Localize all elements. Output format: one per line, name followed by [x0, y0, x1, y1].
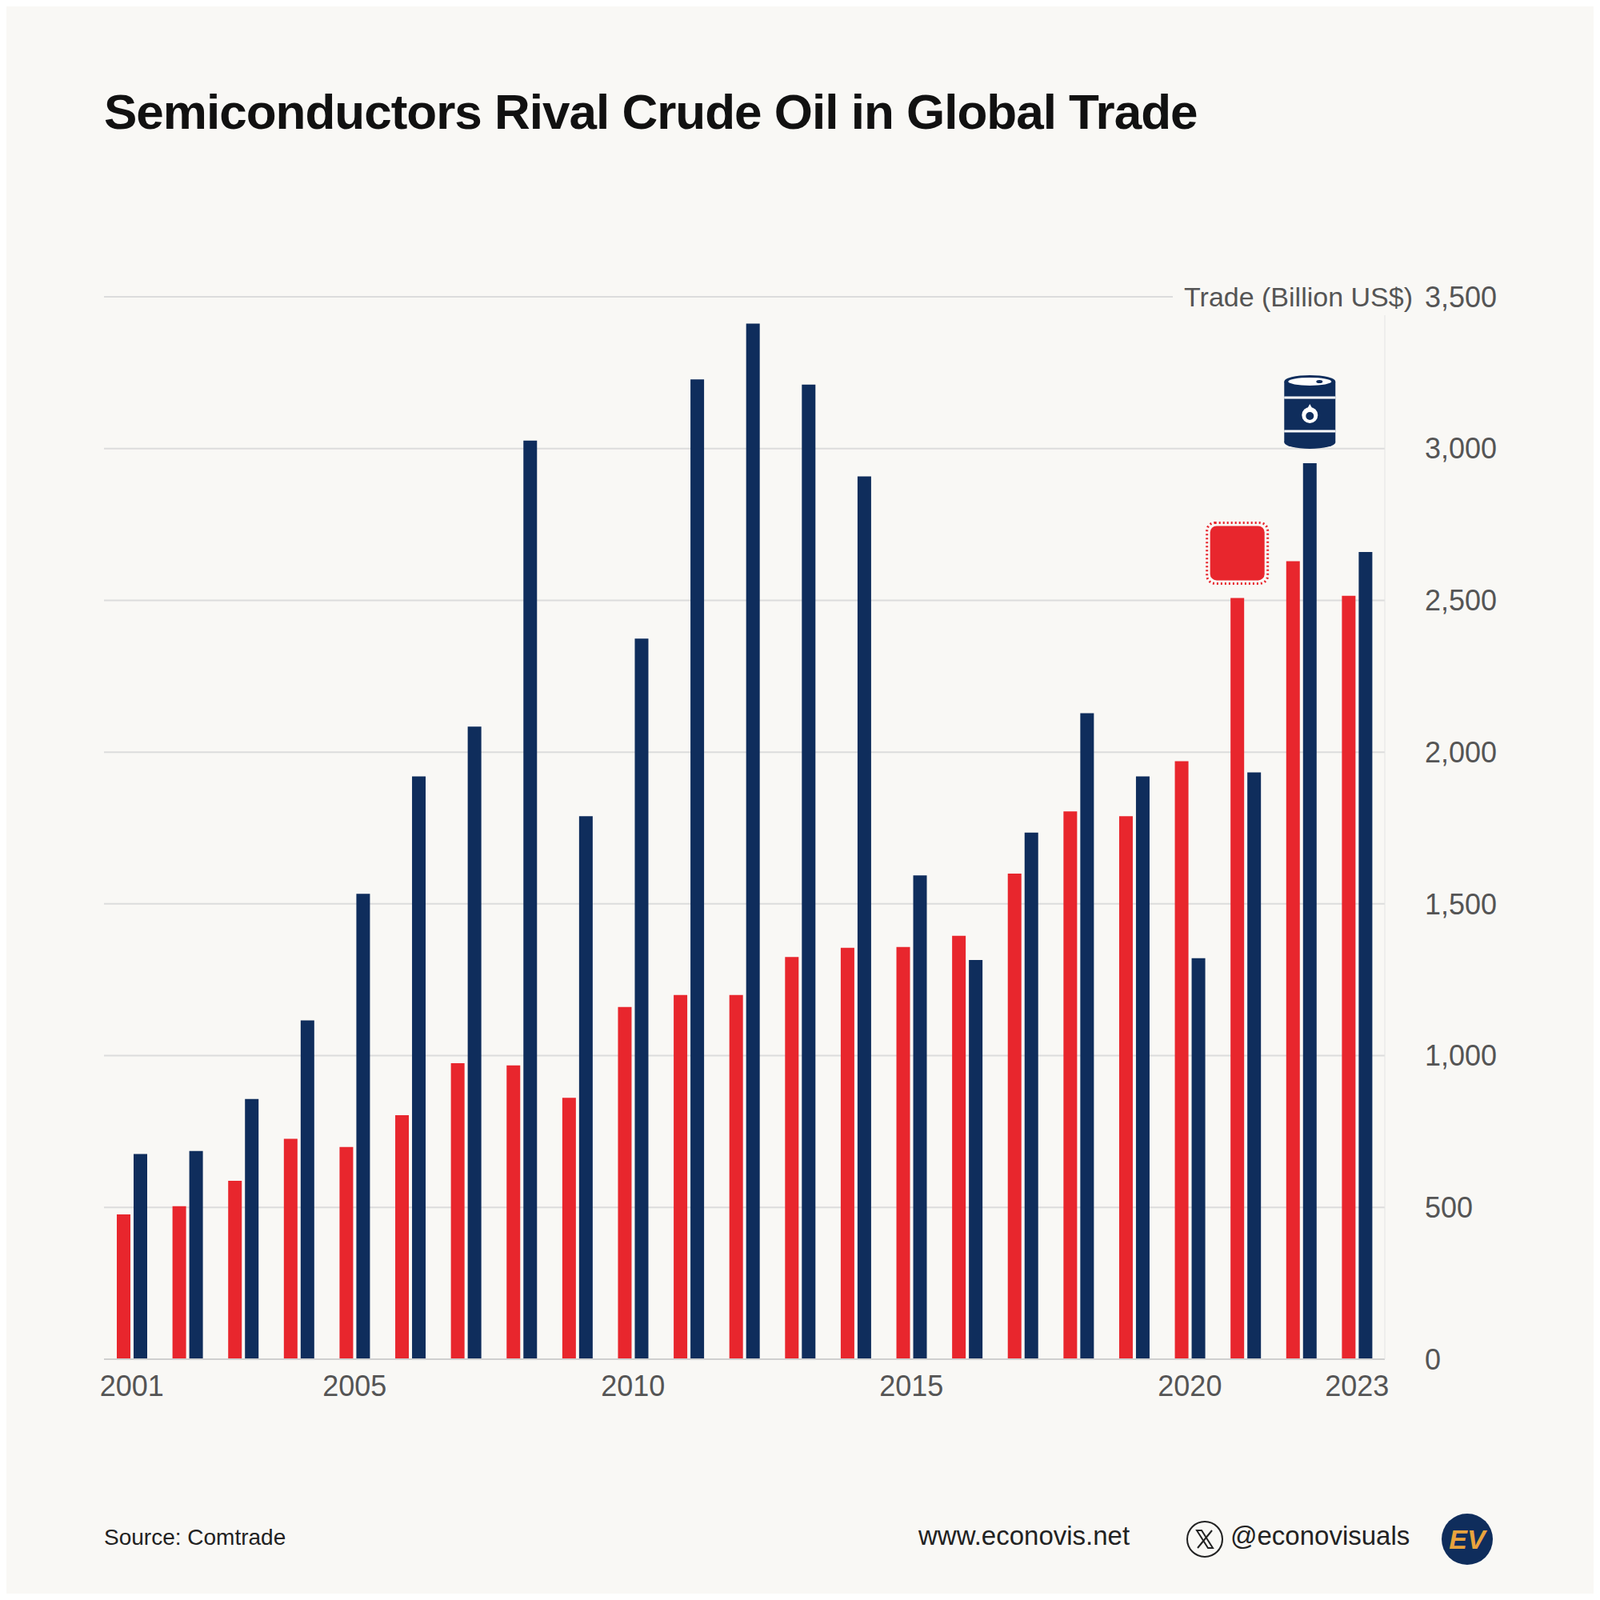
svg-text:2001: 2001 [100, 1369, 164, 1403]
svg-text:0: 0 [1424, 1343, 1441, 1376]
svg-text:1,500: 1,500 [1424, 888, 1497, 921]
svg-text:2,000: 2,000 [1424, 736, 1497, 769]
svg-text:3,500: 3,500 [1424, 280, 1497, 314]
svg-text:2005: 2005 [322, 1369, 387, 1403]
html-text:www.econovis.net: www.econovis.net [918, 1520, 1130, 1551]
html-text:@econovisuals: @econovisuals [1230, 1520, 1410, 1551]
svg-text:2,500: 2,500 [1424, 584, 1497, 617]
html-text:Source: Comtrade: Source: Comtrade [104, 1524, 286, 1550]
svg-text:2010: 2010 [600, 1369, 665, 1403]
html-text:Semiconductors Rival Crude Oil: Semiconductors Rival Crude Oil in Global… [104, 84, 1198, 140]
svg-text:2020: 2020 [1157, 1369, 1222, 1403]
html-text:EV: EV [1449, 1524, 1486, 1555]
svg-text:2015: 2015 [879, 1369, 944, 1403]
svg-text:500: 500 [1424, 1191, 1473, 1224]
svg-text:3,000: 3,000 [1424, 432, 1497, 465]
html-text:Trade (Billion US$): Trade (Billion US$) [1184, 281, 1413, 312]
svg-text:2023: 2023 [1324, 1369, 1389, 1403]
svg-text:1,000: 1,000 [1424, 1039, 1497, 1072]
